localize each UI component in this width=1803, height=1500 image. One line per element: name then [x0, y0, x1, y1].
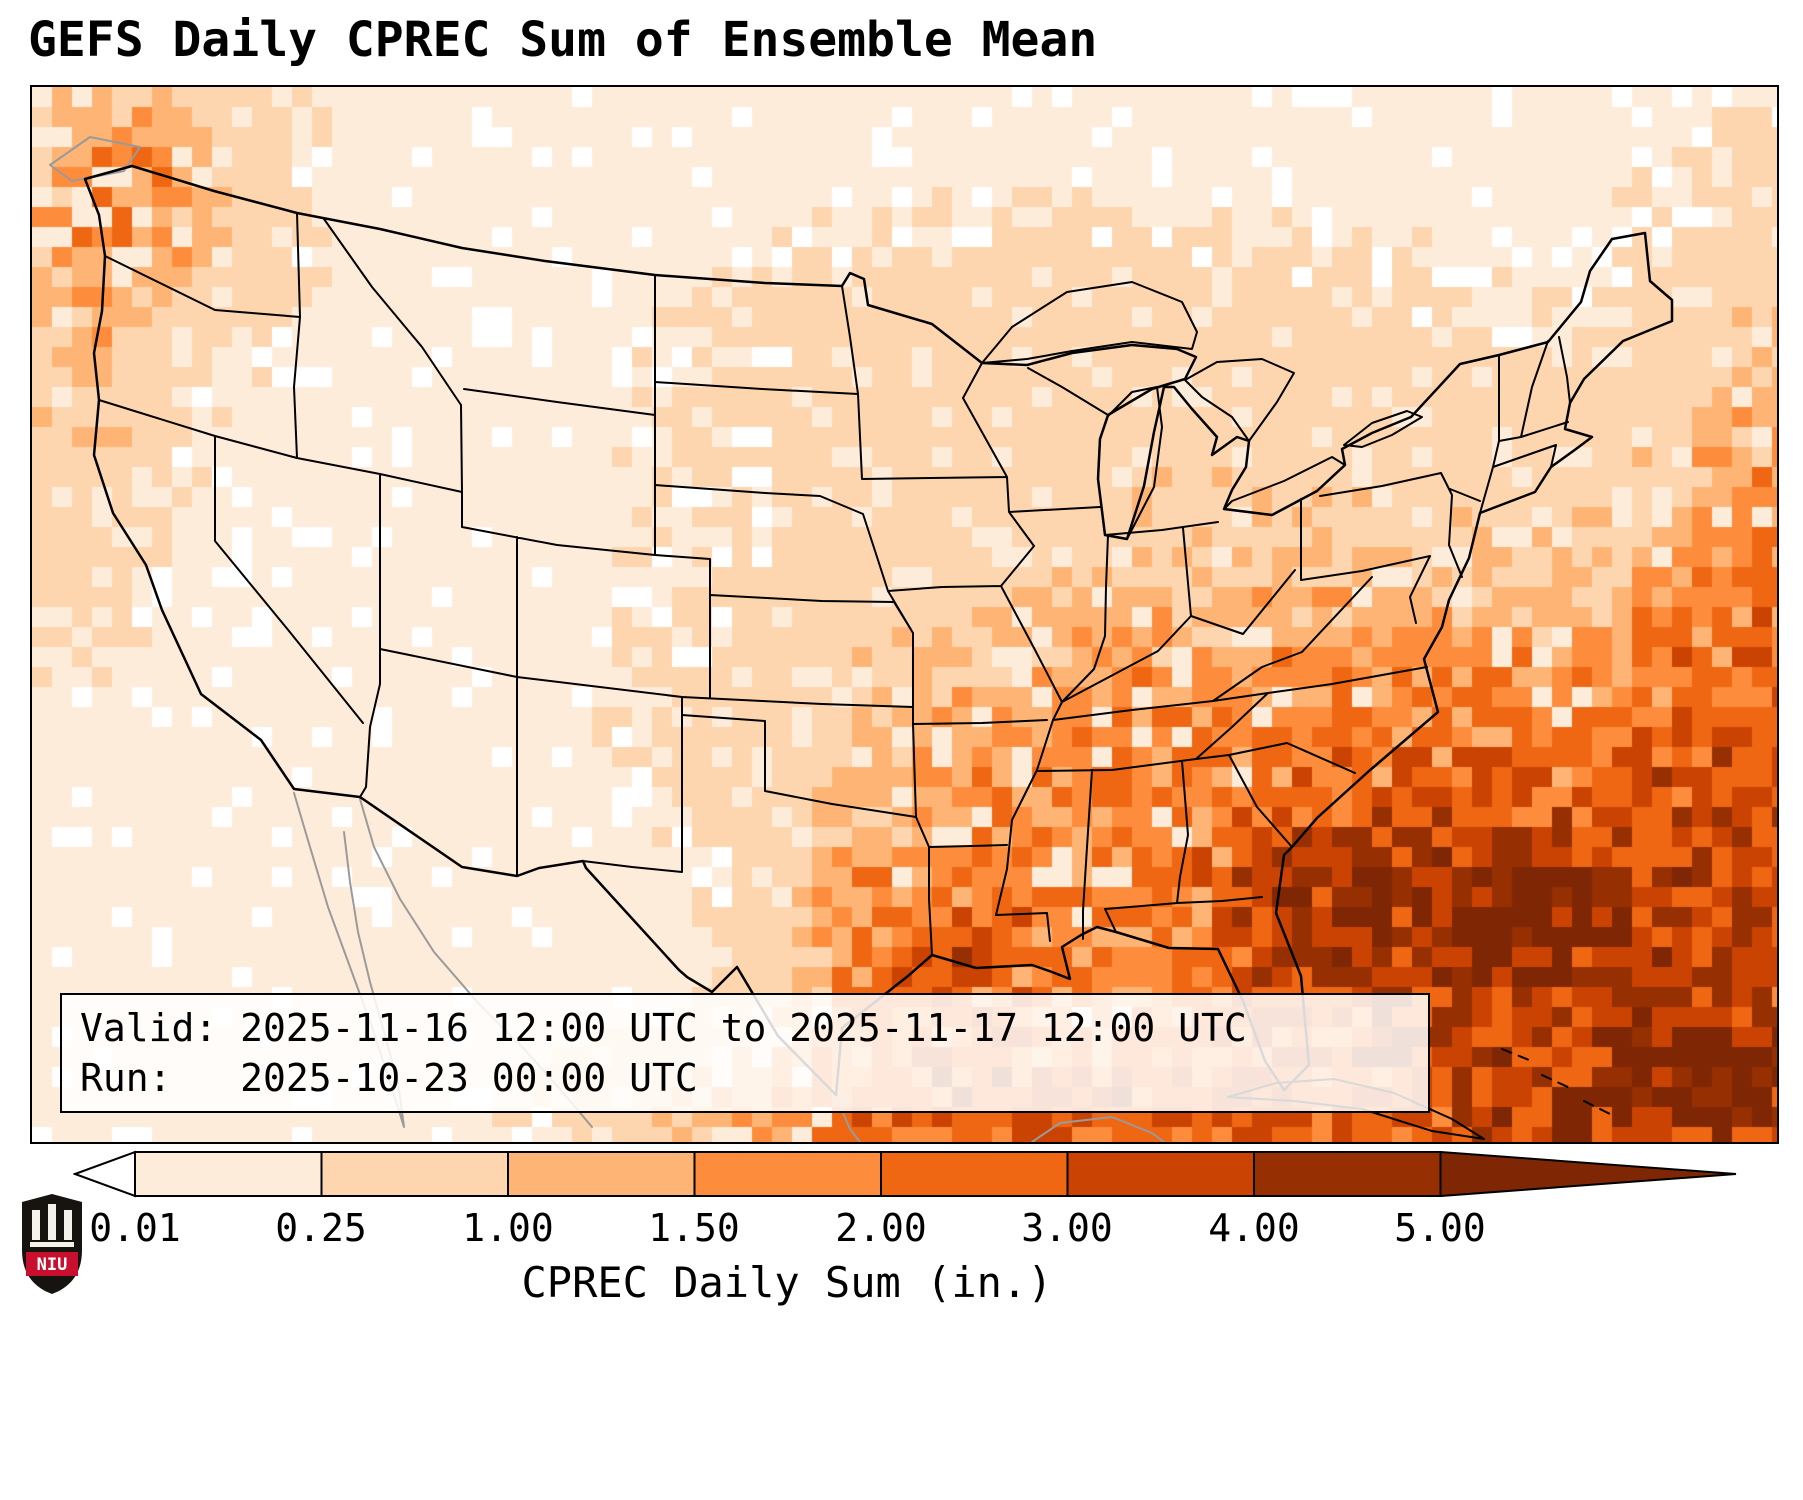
niu-shield-icon: NIU: [22, 1194, 82, 1294]
map-panel: Valid: 2025-11-16 12:00 UTC to 2025-11-1…: [30, 85, 1779, 1144]
foreign-coastlines: [49, 136, 1165, 1142]
colorbar-axis-label: CPREC Daily Sum (in.): [521, 1258, 1053, 1307]
valid-time-text: Valid: 2025-11-16 12:00 UTC to 2025-11-1…: [80, 1006, 1247, 1050]
great-lakes-outline: [981, 281, 1423, 540]
precip-heatmap: [32, 87, 1777, 1142]
state-boundaries: [98, 212, 1571, 956]
tick-label: 0.01: [89, 1206, 181, 1250]
geography-overlay: [49, 136, 1674, 1142]
tick-label: 3.00: [1021, 1206, 1113, 1250]
tick-label: 1.00: [462, 1206, 554, 1250]
run-time-text: Run: 2025-10-23 00:00 UTC: [80, 1056, 698, 1101]
colorbar-tick-labels: 0.01 0.25 1.00 1.50 2.00 3.00 4.00 5.00: [0, 1206, 1803, 1250]
niu-logo: NIU: [20, 1192, 84, 1296]
tick-label: 1.50: [648, 1206, 740, 1250]
figure-title: GEFS Daily CPREC Sum of Ensemble Mean: [28, 12, 1098, 68]
colorbar: [72, 1150, 1741, 1198]
tick-label: 5.00: [1394, 1206, 1486, 1250]
colorbar-gradient-bar: [72, 1150, 1737, 1198]
tick-label: 0.25: [275, 1206, 367, 1250]
tick-label: 4.00: [1208, 1206, 1300, 1250]
valid-run-infobox: Valid: 2025-11-16 12:00 UTC to 2025-11-1…: [60, 993, 1430, 1114]
niu-logo-text: NIU: [37, 1255, 68, 1275]
us-outline: [83, 164, 1674, 1097]
tick-label: 2.00: [835, 1206, 927, 1250]
